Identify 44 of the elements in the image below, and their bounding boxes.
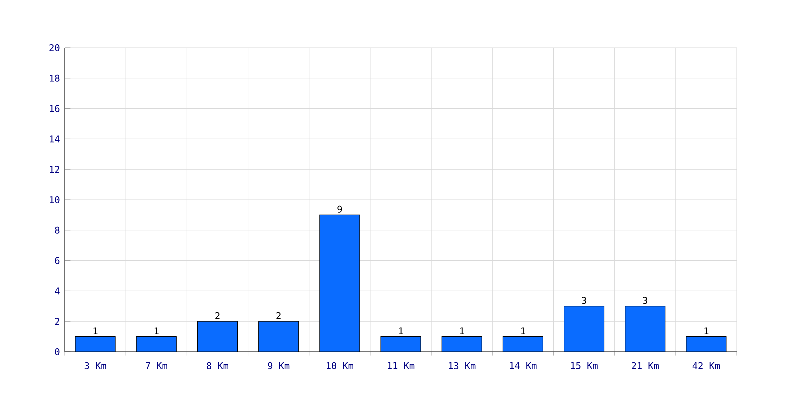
data-label: 3: [582, 297, 586, 304]
y-tick-label: 18: [50, 74, 60, 82]
y-tick-label: 2: [55, 318, 60, 326]
x-tick-label: 42 Km: [692, 362, 720, 370]
x-tick-label: 13 Km: [449, 362, 476, 370]
data-label: 1: [704, 328, 709, 335]
data-label: 1: [460, 328, 464, 335]
bar: [503, 336, 544, 352]
y-tick-label: 10: [50, 196, 60, 204]
x-tick-label: 14 Km: [510, 362, 537, 370]
bar: [686, 336, 727, 352]
x-tick-label: 7 Km: [146, 362, 168, 370]
bar: [136, 336, 177, 352]
y-tick-label: 14: [50, 136, 60, 143]
y-tick-label: 16: [50, 105, 60, 112]
y-tick-label: 8: [55, 226, 60, 234]
bar: [442, 336, 482, 352]
data-label: 1: [154, 328, 159, 335]
x-tick-label: 15 Km: [571, 362, 598, 370]
y-tick-label: 6: [55, 257, 60, 264]
x-tick-label: 11 Km: [388, 362, 415, 370]
x-tick-label: 3 Km: [84, 362, 106, 370]
data-label: 2: [216, 312, 220, 320]
data-label: 1: [522, 328, 526, 335]
bar: [564, 306, 604, 352]
bar: [198, 322, 238, 352]
x-tick-label: 9 Km: [268, 362, 290, 370]
y-tick-label: 12: [50, 166, 60, 174]
bar: [320, 215, 360, 352]
bar: [625, 306, 666, 352]
data-label: 2: [276, 312, 281, 320]
x-tick-label: 8 Km: [207, 362, 229, 370]
data-label: 9: [338, 206, 342, 213]
y-tick-label: 4: [55, 288, 60, 295]
y-tick-label: 0: [55, 348, 60, 356]
bar: [258, 322, 299, 352]
x-tick-label: 21 Km: [632, 362, 659, 370]
data-label: 1: [94, 328, 98, 335]
data-label: 1: [399, 328, 404, 335]
y-tick-label: 20: [50, 44, 60, 52]
x-tick-label: 10 Km: [326, 362, 354, 370]
bar: [381, 336, 422, 352]
bar: [76, 336, 116, 352]
data-label: 3: [643, 297, 648, 304]
